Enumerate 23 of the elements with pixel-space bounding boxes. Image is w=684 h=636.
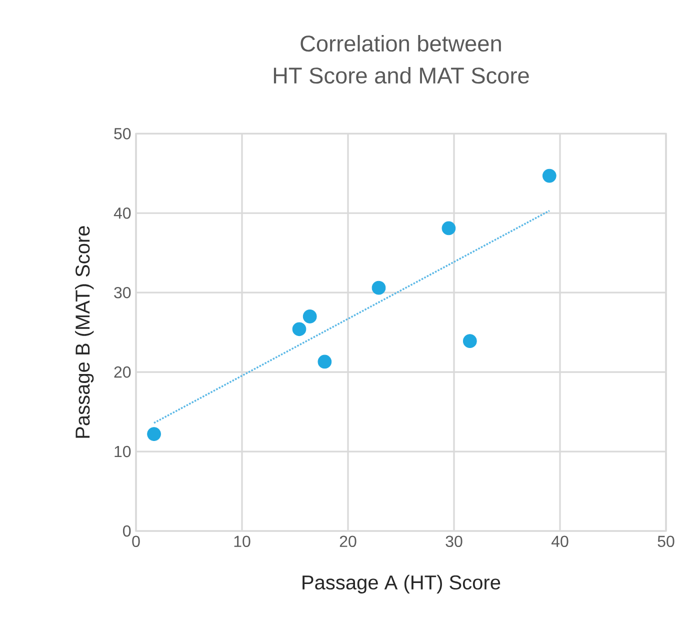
point — [318, 354, 332, 369]
point — [147, 427, 161, 441]
x-tick-label: 0 — [132, 536, 140, 548]
x-tick-label: 20 — [340, 536, 356, 548]
point — [462, 334, 477, 348]
y-tick-label: 40 — [114, 207, 131, 219]
y-axis-title: Passage B (MAT) Score — [75, 226, 94, 438]
y-tick-label: 30 — [114, 286, 131, 298]
x-axis-title: Passage A (HT) Score — [302, 574, 500, 594]
point — [292, 322, 306, 336]
y-tick-label: 20 — [114, 366, 131, 378]
point — [542, 168, 556, 183]
point — [302, 310, 317, 324]
y-tick-label: 50 — [114, 128, 131, 140]
x-tick-label: 30 — [446, 536, 462, 548]
x-tick-label: 40 — [551, 536, 568, 548]
y-tick-label: 10 — [114, 446, 131, 458]
y-tick-label: 0 — [123, 525, 131, 537]
point — [442, 221, 456, 236]
chart-title: Correlation between HT Score and MAT Score — [274, 34, 529, 84]
x-tick-label: 10 — [234, 536, 250, 548]
x-tick-label: 50 — [658, 536, 674, 548]
point — [372, 280, 386, 295]
